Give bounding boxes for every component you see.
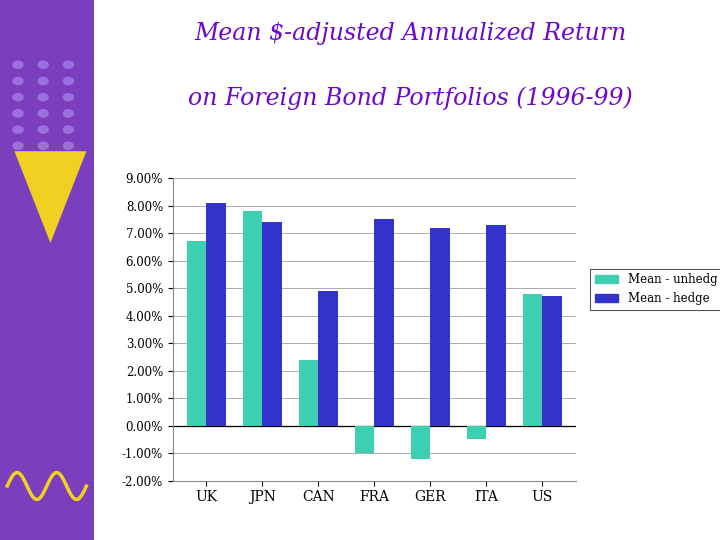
Bar (374, 219, 394, 426)
Bar (243, 211, 262, 426)
Bar (523, 294, 542, 426)
Bar (318, 291, 338, 426)
Bar (186, 241, 207, 426)
Bar (355, 426, 374, 453)
Bar (299, 360, 318, 426)
Bar (207, 203, 226, 426)
Text: on Foreign Bond Portfolios (1996-99): on Foreign Bond Portfolios (1996-99) (188, 86, 633, 110)
Bar (431, 228, 450, 426)
Bar (262, 222, 282, 426)
Bar (487, 225, 506, 426)
Bar (411, 426, 431, 458)
Legend: Mean - unhedg, Mean - hedge: Mean - unhedg, Mean - hedge (590, 269, 720, 310)
Bar (542, 296, 562, 426)
Bar (467, 426, 487, 440)
Text: Mean $-adjusted Annualized Return: Mean $-adjusted Annualized Return (194, 22, 626, 45)
